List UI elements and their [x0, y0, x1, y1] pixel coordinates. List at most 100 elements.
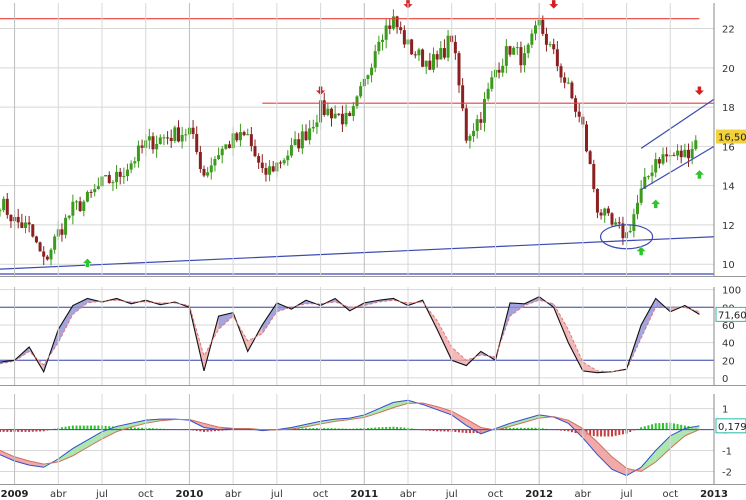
price-candle: [279, 162, 282, 164]
price-candle: [548, 44, 552, 46]
price-candle: [588, 151, 592, 164]
x-tick-label: oct: [663, 489, 679, 500]
price-candle: [461, 85, 465, 109]
price-candle: [639, 188, 643, 203]
y-tick-label: 22: [722, 25, 735, 36]
price-candle: [614, 222, 618, 225]
macd-histogram-bar: [203, 429, 205, 432]
macd-histogram-bar: [658, 423, 661, 430]
price-candle: [439, 48, 443, 60]
macd-fill: [72, 440, 88, 456]
price-candle: [82, 201, 86, 211]
trend-line: [640, 98, 715, 149]
macd-histogram-bar: [472, 429, 475, 434]
price-candle: [381, 39, 384, 42]
trend-line: [0, 236, 715, 270]
last-price-label: 16,50: [718, 133, 746, 144]
macd-histogram-bar: [509, 427, 511, 430]
price-candle: [115, 171, 119, 183]
macd-fill: [364, 408, 379, 418]
macd-histogram-bar: [512, 427, 515, 430]
price-candle: [198, 152, 202, 169]
price-candle: [391, 16, 395, 29]
macd-histogram-bar: [39, 429, 42, 432]
stochastic-fill: [364, 300, 379, 306]
macd-histogram-bar: [64, 426, 67, 430]
price-candle: [472, 130, 476, 137]
macd-histogram-bar: [388, 426, 391, 430]
macd-histogram-bar: [676, 424, 679, 430]
macd-fill: [597, 442, 612, 470]
macd-histogram-bar: [221, 429, 224, 431]
macd-histogram-bar: [210, 429, 213, 432]
price-candle: [617, 222, 621, 224]
price-candle: [610, 213, 614, 225]
macd-fill: [524, 414, 540, 423]
price-candle: [555, 49, 559, 67]
y-tick-label: -1: [722, 447, 732, 458]
macd-fill: [14, 456, 30, 466]
price-candle: [501, 65, 505, 73]
stochastic-fill: [641, 298, 656, 339]
price-candle: [402, 30, 406, 45]
price-candle: [606, 208, 610, 214]
price-candle: [158, 137, 162, 144]
macd-histogram-bar: [428, 429, 431, 431]
x-tick-label: jul: [95, 489, 108, 500]
price-candle: [570, 82, 574, 99]
macd-histogram-bar: [75, 425, 78, 430]
price-candle: [399, 27, 403, 31]
macd-histogram-bar: [305, 428, 307, 430]
price-candle: [351, 106, 355, 117]
price-candle: [432, 54, 435, 70]
price-candle: [228, 144, 231, 149]
trend-line: [640, 145, 715, 191]
macd-fill: [87, 431, 102, 448]
x-tick-label: abr: [225, 489, 242, 500]
macd-fill: [466, 419, 481, 434]
price-candle: [435, 54, 439, 60]
macd-fill: [612, 456, 627, 476]
price-candle: [118, 171, 122, 177]
macd-histogram-bar: [611, 429, 613, 437]
macd-histogram-bar: [527, 427, 530, 430]
macd-histogram-bar: [458, 429, 460, 433]
up-arrow-icon: [650, 199, 662, 209]
price-candle: [333, 113, 337, 119]
macd-fill: [670, 428, 685, 449]
macd-histogram-bar: [399, 427, 402, 430]
macd-histogram-bar: [640, 427, 643, 430]
macd-histogram-bar: [377, 427, 380, 430]
macd-histogram-bar: [563, 429, 566, 431]
price-candle: [544, 33, 548, 45]
macd-histogram-bar: [468, 429, 471, 434]
macd-histogram-bar: [366, 427, 369, 430]
macd-histogram-bar: [570, 429, 573, 433]
macd-histogram-bar: [370, 427, 373, 430]
up-arrow-icon: [81, 257, 94, 268]
price-candle: [683, 149, 687, 158]
macd-histogram-bar: [501, 428, 504, 430]
macd-histogram-bar: [505, 428, 508, 430]
stochastic-panel: 02040608010071,60: [0, 286, 746, 385]
price-candle: [541, 19, 545, 34]
price-candle: [650, 172, 654, 177]
macd-fill: [437, 406, 452, 415]
price-candle: [348, 112, 352, 117]
price-candle: [384, 25, 388, 40]
macd-histogram-bar: [82, 425, 85, 430]
price-candle: [107, 174, 111, 184]
price-candle: [340, 113, 344, 125]
macd-histogram-bar: [374, 427, 377, 430]
macd-fill: [29, 460, 44, 468]
macd-histogram-bar: [651, 424, 654, 430]
macd-histogram-bar: [6, 429, 9, 432]
price-candle: [9, 214, 13, 222]
price-candle: [523, 53, 527, 66]
macd-histogram-bar: [662, 422, 664, 430]
price-candle: [246, 134, 250, 136]
macd-histogram-bar: [447, 429, 450, 432]
macd-histogram-bar: [308, 428, 311, 430]
price-candle: [64, 217, 68, 235]
price-candle: [322, 100, 326, 115]
